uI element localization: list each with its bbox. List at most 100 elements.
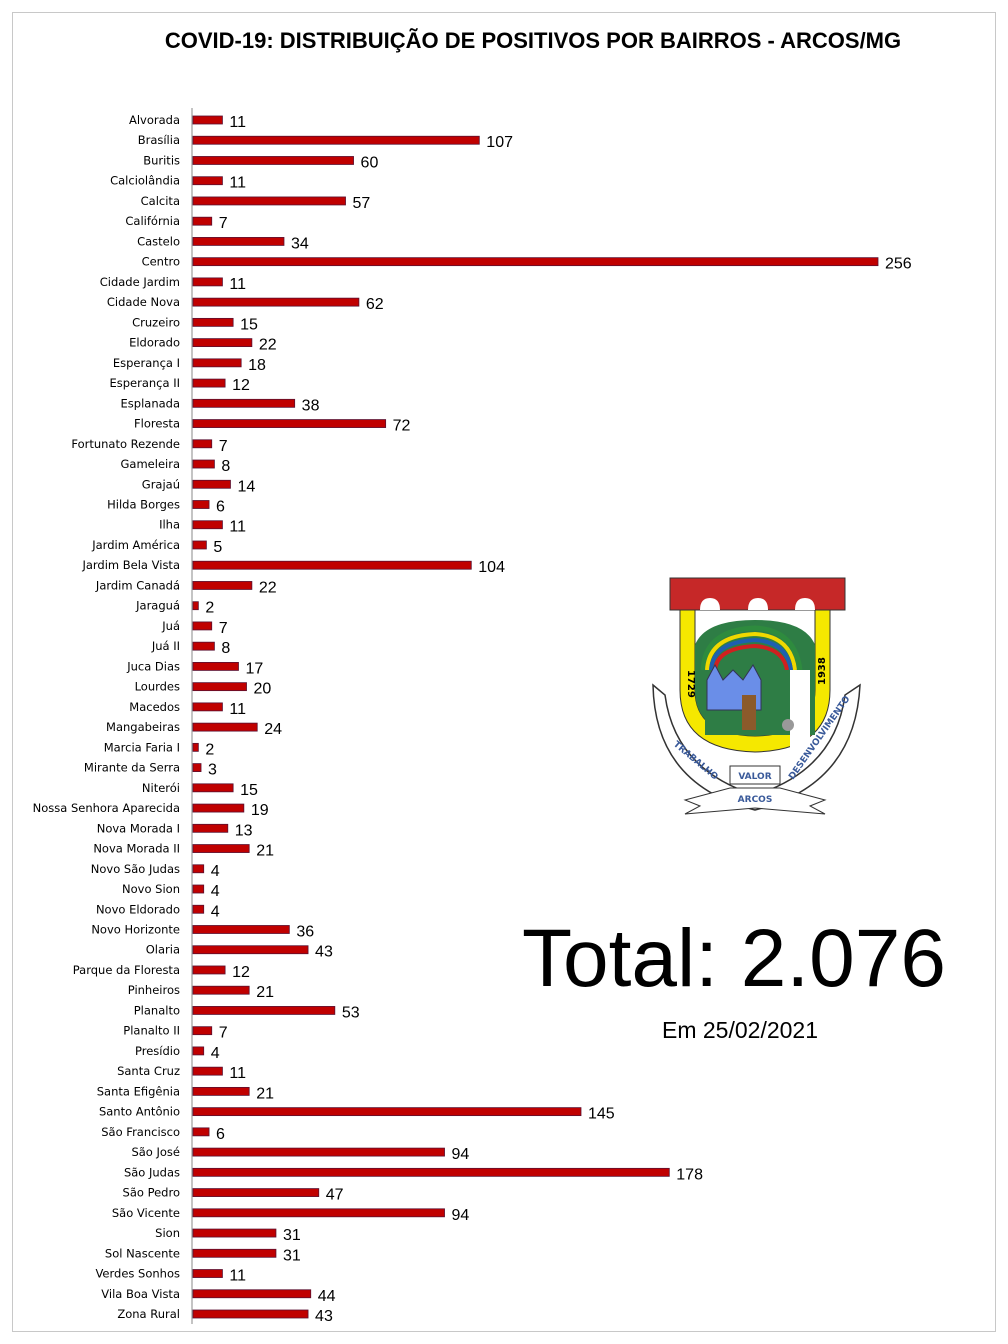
category-label: Ilha [159, 518, 180, 532]
bar [192, 682, 247, 692]
category-label: Jardim América [91, 538, 180, 552]
data-label: 7 [219, 438, 228, 455]
data-label: 19 [251, 802, 269, 819]
data-label: 57 [353, 195, 371, 212]
bar [192, 216, 213, 226]
data-label: 15 [240, 782, 258, 799]
category-label: Mangabeiras [106, 720, 180, 734]
category-label: Esplanada [121, 396, 180, 410]
category-label: Zona Rural [117, 1307, 180, 1321]
data-label: 18 [248, 357, 266, 374]
data-label: 21 [256, 1085, 274, 1102]
data-label: 5 [213, 539, 222, 556]
logo-year-left: 1729 [685, 670, 696, 698]
data-label: 11 [229, 175, 246, 192]
bar [192, 1026, 213, 1036]
data-label: 11 [229, 1268, 246, 1285]
bar [192, 1309, 309, 1319]
bar [192, 1107, 582, 1117]
bar [192, 803, 245, 813]
bar [192, 297, 360, 307]
category-label: Centro [142, 255, 180, 269]
category-label: São Francisco [101, 1125, 180, 1139]
data-label: 7 [219, 1025, 228, 1042]
category-label: Esperança I [113, 356, 180, 370]
category-label: Presídio [135, 1044, 180, 1058]
data-label: 94 [452, 1207, 470, 1224]
data-label: 24 [264, 721, 282, 738]
bar [192, 1066, 223, 1076]
category-label: Verdes Sonhos [95, 1267, 180, 1281]
bar [192, 560, 472, 570]
category-label: Grajaú [142, 477, 180, 491]
data-label: 22 [259, 337, 277, 354]
bar [192, 823, 229, 833]
data-label: 3 [208, 762, 217, 779]
data-label: 43 [315, 944, 333, 961]
data-label: 8 [221, 640, 230, 657]
data-label: 11 [229, 519, 246, 536]
data-label: 60 [361, 154, 379, 171]
report-date: Em 25/02/2021 [662, 1017, 819, 1043]
logo-year-right: 1938 [817, 657, 828, 685]
bar [192, 338, 253, 348]
data-label: 4 [211, 883, 220, 900]
category-label: Novo São Judas [91, 862, 180, 876]
category-label: Planalto II [123, 1024, 180, 1038]
bar [192, 419, 387, 428]
bar [192, 1046, 205, 1056]
data-label: 47 [326, 1187, 344, 1204]
category-label: Jardim Bela Vista [81, 558, 180, 572]
data-label: 62 [366, 296, 384, 313]
bar [192, 783, 234, 793]
category-label: Calcita [141, 194, 180, 208]
category-label: Gameleira [121, 457, 180, 471]
category-label: Califórnia [125, 214, 180, 228]
category-label: São Vicente [112, 1206, 180, 1220]
category-label: Nossa Senhora Aparecida [33, 801, 180, 815]
category-label: Eldorado [129, 336, 180, 350]
bar [192, 1086, 250, 1096]
bar [192, 358, 242, 368]
total-cases: Total: 2.076 [522, 913, 946, 1004]
bar [192, 904, 205, 914]
data-label: 21 [256, 984, 274, 1001]
data-label: 31 [283, 1227, 301, 1244]
bar [192, 742, 199, 752]
category-label: Cidade Jardim [100, 275, 180, 289]
category-label: Esperança II [109, 376, 180, 390]
bar [192, 1228, 277, 1238]
data-label: 17 [245, 660, 263, 677]
data-label: 11 [229, 1065, 246, 1082]
chart-frame [12, 12, 996, 1332]
category-label: Lourdes [135, 680, 180, 694]
category-label: Nova Morada II [93, 842, 180, 856]
category-label: Hilda Borges [107, 498, 180, 512]
category-label: Buritis [143, 153, 180, 167]
bar [192, 621, 213, 631]
data-label: 2 [205, 600, 214, 617]
bar [192, 317, 234, 327]
data-label: 4 [211, 903, 220, 920]
bar [192, 1167, 670, 1177]
bar [192, 925, 290, 934]
bar [192, 135, 480, 145]
bar [192, 257, 879, 267]
data-label: 256 [885, 256, 912, 273]
data-label: 31 [283, 1247, 301, 1264]
bar [192, 277, 223, 287]
bar [192, 156, 354, 165]
category-label: Sion [155, 1226, 180, 1240]
data-label: 4 [211, 863, 220, 880]
category-label: Parque da Floresta [73, 963, 180, 977]
category-label: Pinheiros [128, 983, 180, 997]
category-label: Novo Sion [122, 882, 180, 896]
category-label: Sol Nascente [105, 1246, 180, 1260]
data-label: 107 [486, 134, 513, 151]
bar [192, 479, 231, 489]
bar [192, 1188, 320, 1197]
bar [192, 965, 226, 975]
category-label: Fortunato Rezende [71, 437, 180, 451]
bar [192, 520, 223, 530]
